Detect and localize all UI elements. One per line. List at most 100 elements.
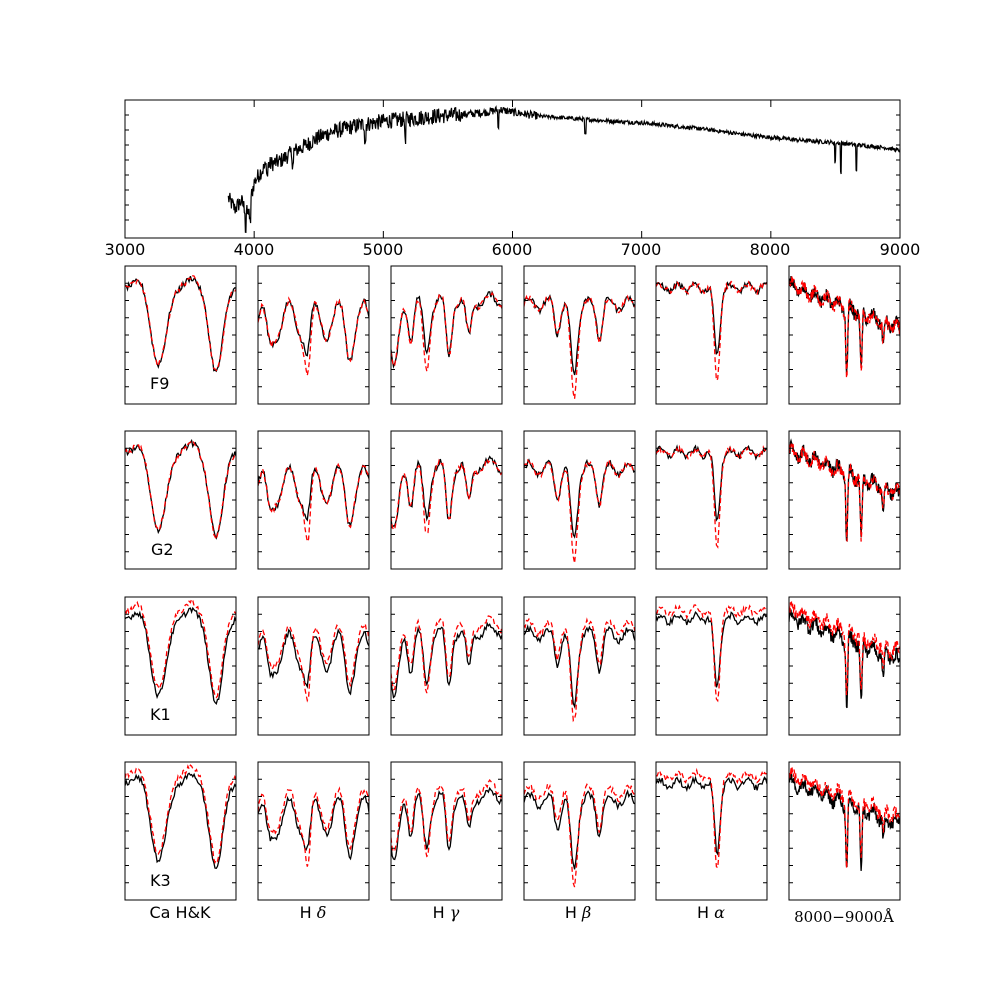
line-panel-plot	[524, 294, 635, 399]
model-spectrum-line	[656, 604, 767, 703]
line-panel-frame	[523, 265, 636, 405]
line-panel-plot	[391, 779, 502, 861]
main-spectrum-plot	[227, 105, 901, 234]
observed-spectrum-line	[125, 276, 236, 373]
observed-spectrum-line	[524, 458, 635, 539]
line-panel	[655, 761, 768, 901]
observed-spectrum-line	[656, 775, 767, 857]
line-panel-grid	[124, 265, 901, 901]
line-panel	[124, 430, 237, 570]
observed-spectrum-line	[524, 624, 635, 709]
observed-spectrum-line	[258, 794, 369, 861]
main-axis-tick-labels: 3000 4000 5000 6000 7000 8000 9000	[105, 240, 921, 259]
line-panel	[523, 430, 636, 570]
model-spectrum-line	[258, 621, 369, 703]
line-panel	[257, 430, 370, 570]
model-spectrum-line	[258, 786, 369, 867]
line-panel-frame	[655, 265, 768, 405]
model-spectrum-line	[258, 296, 369, 376]
model-spectrum-line	[125, 275, 236, 372]
line-panel-plot	[524, 617, 635, 723]
line-panel-plot	[258, 296, 369, 376]
line-panel-plot	[789, 599, 900, 709]
line-panel-frame	[523, 430, 636, 570]
x-tick-label: 6000	[492, 240, 533, 259]
observed-spectrum-line	[391, 290, 502, 369]
line-panel	[124, 596, 237, 736]
model-spectrum-line	[656, 767, 767, 869]
line-panel-plot	[391, 455, 502, 534]
line-panel	[390, 265, 503, 405]
column-label-ca-hk: Ca H&K	[149, 903, 211, 922]
line-panel-plot	[524, 458, 635, 564]
line-panel	[124, 761, 237, 901]
line-panel-plot	[125, 597, 236, 705]
observed-spectrum-line	[391, 786, 502, 861]
line-panel-plot	[258, 786, 369, 867]
observed-spectrum-line	[656, 610, 767, 688]
line-panel-plot	[656, 280, 767, 382]
observed-spectrum-line	[524, 789, 635, 870]
line-panel-plot	[258, 621, 369, 703]
model-spectrum-line	[524, 617, 635, 723]
line-panel-frame	[788, 430, 901, 570]
line-panel	[788, 761, 901, 901]
model-spectrum-line	[656, 444, 767, 549]
line-panel-frame	[655, 761, 768, 901]
observed-spectrum-line	[789, 609, 900, 709]
observed-spectrum-line	[656, 280, 767, 356]
model-spectrum-line	[789, 766, 900, 869]
line-panel-frame	[257, 430, 370, 570]
x-tick-label: 7000	[621, 240, 662, 259]
line-panel-plot	[125, 438, 236, 542]
line-panel-plot	[125, 275, 236, 373]
line-panel-plot	[125, 764, 236, 870]
observed-spectrum-line	[656, 444, 767, 522]
line-panel-plot	[789, 438, 900, 543]
column-label-h-alpha: H α	[697, 903, 725, 922]
column-label-nir: 8000−9000Å	[794, 908, 894, 926]
line-panel-frame	[655, 430, 768, 570]
line-panel	[523, 596, 636, 736]
x-tick-label: 3000	[105, 240, 146, 259]
line-panel-frame	[523, 596, 636, 736]
row-labels: F9 G2 K1 K3	[150, 374, 174, 890]
x-tick-label: 8000	[750, 240, 791, 259]
model-spectrum-line	[789, 599, 900, 696]
line-panel	[655, 265, 768, 405]
line-panel-plot	[258, 462, 369, 544]
main-spectrum-line	[227, 105, 901, 234]
model-spectrum-line	[524, 783, 635, 888]
model-spectrum-line	[656, 280, 767, 382]
line-panel	[523, 265, 636, 405]
model-spectrum-line	[125, 597, 236, 699]
line-panel-plot	[789, 275, 900, 379]
line-panel-plot	[656, 604, 767, 703]
model-spectrum-line	[524, 458, 635, 564]
main-spectrum-panel: 3000 4000 5000 6000 7000 8000 9000	[105, 99, 921, 259]
main-axis-ticks	[124, 100, 901, 238]
model-spectrum-line	[391, 458, 502, 534]
line-panel-frame	[257, 265, 370, 405]
line-panel	[788, 430, 901, 570]
model-spectrum-line	[391, 291, 502, 372]
model-spectrum-line	[391, 779, 502, 858]
column-label-h-beta: H β	[565, 903, 591, 922]
model-spectrum-line	[125, 439, 236, 542]
line-panel-plot	[524, 783, 635, 888]
line-panel-frame	[257, 596, 370, 736]
observed-spectrum-line	[125, 606, 236, 705]
model-spectrum-line	[125, 764, 236, 865]
model-spectrum-line	[789, 442, 900, 542]
model-spectrum-line	[524, 294, 635, 399]
line-panel	[788, 265, 901, 405]
observed-spectrum-line	[125, 772, 236, 870]
line-panel	[257, 265, 370, 405]
line-panel	[655, 596, 768, 736]
line-panel-plot	[391, 615, 502, 699]
line-panel	[788, 596, 901, 736]
line-panel	[257, 761, 370, 901]
line-panel	[523, 761, 636, 901]
row-label-k3: K3	[150, 871, 171, 890]
